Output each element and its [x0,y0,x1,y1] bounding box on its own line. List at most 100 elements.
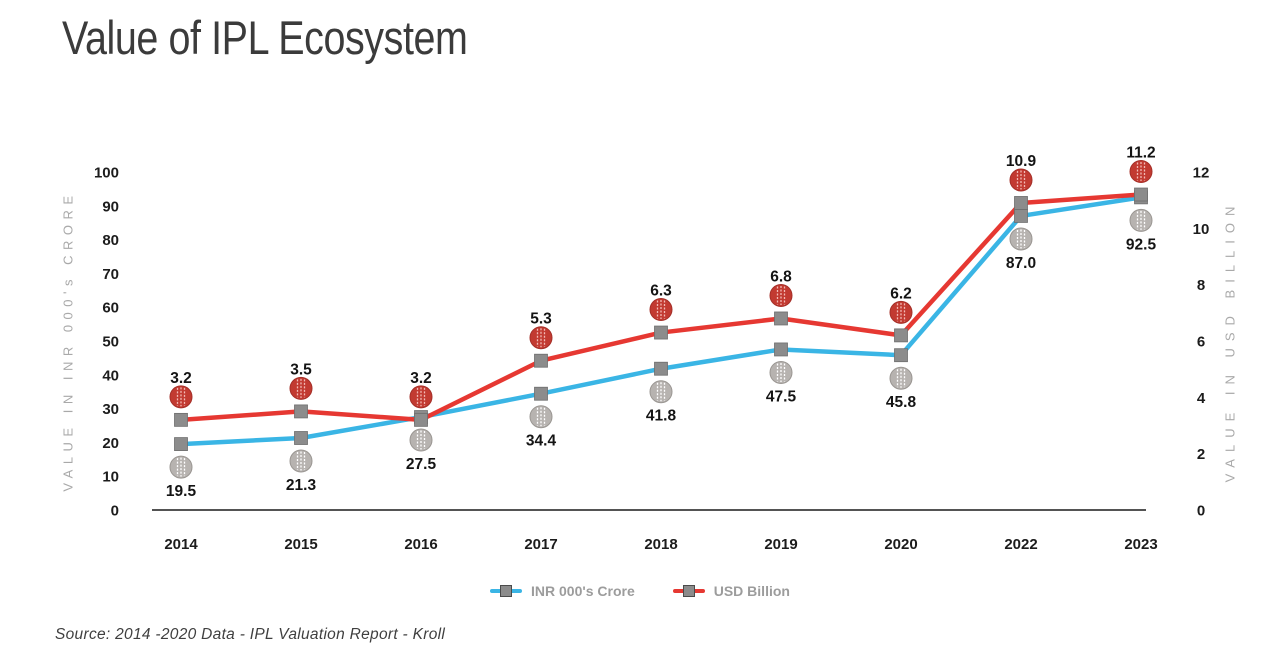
plot-area: 0 10 20 30 40 50 60 70 80 90 100 0 2 4 6 8 10 12 2014 2015 2… [94,145,1209,553]
ball-body [289,449,313,473]
cricket-ball-red-icon [169,385,193,409]
ball-body [889,366,913,390]
value-label-inr-000-s-crore: 47.5 [766,388,797,405]
data-point-marker-inr-000-s-crore [1014,209,1028,223]
y-axis-tick-left: 80 [102,232,119,249]
data-point-marker-usd-billion [1014,196,1028,210]
y-axis-tick-right: 12 [1193,165,1210,182]
cricket-ball-red-icon [529,326,553,350]
data-point-marker-usd-billion [294,404,308,419]
value-label-inr-000-s-crore: 45.8 [886,394,917,411]
ball-body [409,385,433,409]
chart-legend: INR 000's Crore USD Billion [0,583,1280,599]
legend-line-sample-usd [672,585,705,597]
value-label-inr-000-s-crore: 41.8 [646,408,677,425]
value-label-usd-billion: 5.3 [530,311,552,328]
page-title: Value of IPL Ecosystem [62,11,468,64]
value-label-usd-billion: 6.2 [890,285,912,302]
legend-marker-square-icon [682,585,695,597]
data-point-marker-usd-billion [894,328,908,343]
ball-body [1009,227,1033,251]
ball-body [649,380,673,404]
data-point-marker-inr-000-s-crore [294,431,308,445]
left-axis-title: VALUE IN INR 000's CRORE [61,190,76,491]
data-point-marker-inr-000-s-crore [654,361,668,376]
legend-item-usd: USD Billion [672,583,790,599]
ball-body [529,326,553,350]
cricket-ball-red-icon [1009,168,1033,192]
y-axis-tick-right: 2 [1197,446,1205,463]
x-axis-tick: 2023 [1124,536,1157,553]
data-point-marker-usd-billion [774,311,788,326]
cricket-ball-gray-icon [649,380,673,404]
value-label-usd-billion: 6.3 [650,283,672,300]
cricket-ball-gray-icon [169,455,193,479]
cricket-ball-red-icon [769,283,793,307]
legend-line-sample-inr [490,585,523,597]
cricket-ball-red-icon [289,376,313,400]
data-point-marker-usd-billion [174,412,188,427]
x-axis-tick: 2015 [284,536,317,553]
ball-body [769,283,793,307]
legend-label-inr: INR 000's Crore [531,583,635,599]
y-axis-tick-left: 50 [102,334,119,351]
value-label-usd-billion: 11.2 [1126,145,1155,162]
ball-body [769,360,793,384]
data-point-marker-inr-000-s-crore [174,437,188,451]
ball-body [289,376,313,400]
y-axis-tick-left: 30 [102,401,119,418]
ball-body [529,405,553,429]
data-point-marker-inr-000-s-crore [534,386,548,401]
data-point-marker-usd-billion [534,353,548,368]
value-label-usd-billion: 3.5 [290,361,312,378]
y-axis-tick-right: 0 [1197,503,1205,520]
right-axis-title: VALUE IN USD BILLION [1223,200,1238,483]
y-axis-tick-left: 100 [94,165,119,182]
cricket-ball-gray-icon [889,366,913,390]
y-axis-tick-right: 6 [1197,334,1205,351]
legend-label-usd: USD Billion [713,583,790,599]
y-axis-tick-right: 8 [1197,277,1205,294]
ball-body [889,300,913,324]
y-axis-tick-left: 70 [102,266,119,283]
y-axis-tick-left: 40 [102,367,119,384]
ball-body [409,428,433,452]
ball-body [649,298,673,322]
source-note: Source: 2014 -2020 Data - IPL Valuation … [55,626,446,643]
x-axis-tick: 2014 [164,536,198,553]
cricket-ball-red-icon [1129,160,1153,184]
x-axis-tick: 2017 [524,536,557,553]
cricket-ball-red-icon [889,300,913,324]
value-label-inr-000-s-crore: 92.5 [1126,236,1157,253]
legend-marker-square-icon [500,585,513,597]
value-label-usd-billion: 10.9 [1006,153,1037,170]
legend-item-inr: INR 000's Crore [490,583,635,599]
cricket-ball-gray-icon [409,428,433,452]
data-point-marker-inr-000-s-crore [894,348,908,363]
value-label-inr-000-s-crore: 21.3 [286,477,317,494]
y-axis-tick-left: 0 [111,503,119,520]
cricket-ball-gray-icon [289,449,313,473]
value-label-usd-billion: 3.2 [170,370,192,387]
ball-body [1129,160,1153,184]
data-point-marker-usd-billion [1134,187,1148,202]
x-axis-tick: 2018 [644,536,677,553]
data-point-marker-usd-billion [414,412,428,427]
x-axis-tick: 2022 [1004,536,1037,553]
cricket-ball-gray-icon [1009,227,1033,251]
x-axis-tick: 2019 [764,536,797,553]
y-axis-tick-left: 10 [102,469,119,486]
ball-body [1009,168,1033,192]
value-label-inr-000-s-crore: 87.0 [1006,255,1036,272]
value-label-inr-000-s-crore: 19.5 [166,483,197,500]
value-label-inr-000-s-crore: 34.4 [526,433,557,450]
y-axis-tick-left: 90 [102,198,119,215]
cricket-ball-red-icon [409,385,433,409]
y-axis-tick-left: 60 [102,300,119,317]
y-axis-tick-left: 20 [102,435,119,452]
ball-body [169,455,193,479]
data-point-marker-usd-billion [654,325,668,340]
x-axis-tick: 2020 [884,536,917,553]
x-axis-tick: 2016 [404,536,437,553]
